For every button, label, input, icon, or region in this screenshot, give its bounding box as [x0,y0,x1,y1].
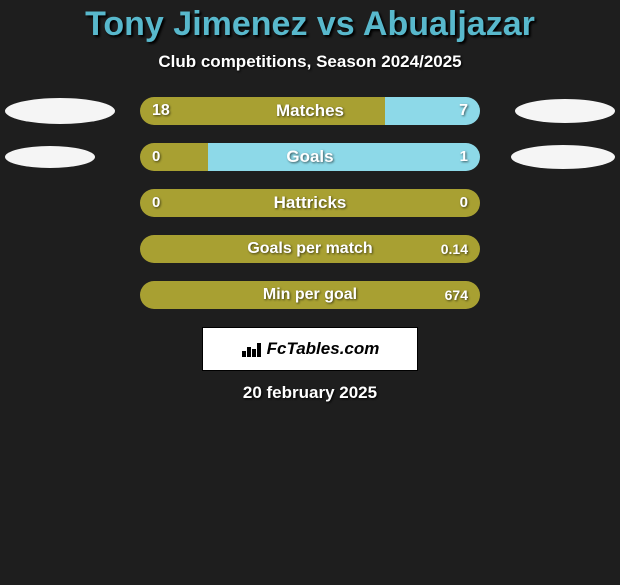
comparison-chart: 18 Matches 7 0 Goals 1 0 Hattricks 0 Goa… [0,97,620,309]
page-title: Tony Jimenez vs Abualjazar [0,5,620,44]
stat-bar [140,235,480,263]
player-right-ellipse [511,145,615,169]
bar-left-segment [140,143,208,171]
stat-bar [140,189,480,217]
bars-icon [241,340,263,358]
bar-left-segment [140,235,480,263]
stat-row-matches: 18 Matches 7 [0,97,620,125]
stat-row-min-per-goal: Min per goal 674 [0,281,620,309]
player-right-ellipse [515,99,615,123]
player-left-ellipse [5,146,95,168]
bar-left-segment [140,97,385,125]
subtitle: Club competitions, Season 2024/2025 [0,52,620,72]
stat-row-goals: 0 Goals 1 [0,143,620,171]
stat-bar [140,97,480,125]
brand-text: FcTables.com [267,339,380,359]
bar-right-segment [208,143,480,171]
stat-row-goals-per-match: Goals per match 0.14 [0,235,620,263]
bar-left-segment [140,281,480,309]
stat-row-hattricks: 0 Hattricks 0 [0,189,620,217]
date-text: 20 february 2025 [0,383,620,403]
bar-right-segment [385,97,480,125]
brand-logo-box: FcTables.com [202,327,418,371]
stat-bar [140,143,480,171]
player-left-ellipse [5,98,115,124]
bar-left-segment [140,189,480,217]
stat-bar [140,281,480,309]
